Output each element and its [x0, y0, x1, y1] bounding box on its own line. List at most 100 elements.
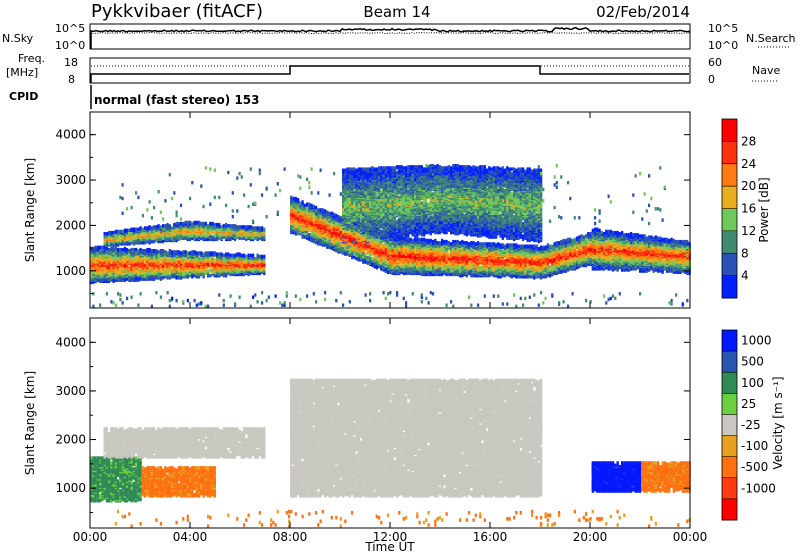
power-cell [113, 231, 115, 234]
power-cell [122, 230, 124, 233]
power-cell [113, 234, 115, 237]
power-cell [106, 241, 108, 244]
power-cell [99, 304, 101, 307]
power-cell [162, 249, 164, 252]
nave-tick-top: 60 [708, 56, 722, 69]
power-cell [137, 196, 139, 199]
power-cell [164, 224, 166, 227]
power-cell [126, 297, 128, 300]
power-cell [140, 226, 142, 229]
power-cell [169, 224, 171, 227]
freq-label-line2: [MHz] [6, 66, 38, 79]
cpid-text: normal (fast stereo) 153 [94, 93, 260, 107]
power-cell [173, 223, 175, 226]
power-cell [169, 299, 171, 302]
power-cell [158, 250, 160, 253]
power-cell [146, 208, 148, 211]
power-cell [146, 248, 148, 251]
freq-label-line1: Freq. [18, 52, 45, 65]
power-cell [117, 230, 119, 233]
power-cell [119, 230, 121, 233]
noise-sky-trace [90, 28, 690, 49]
radar-summary-plot: Pykkvibaer (fitACF) Beam 14 02/Feb/2014 … [0, 0, 800, 554]
nave-label: Nave [752, 64, 780, 77]
power-cell [155, 291, 157, 294]
power-cell [126, 255, 128, 258]
power-cell [126, 207, 128, 210]
power-cell [133, 248, 135, 251]
power-cell [169, 249, 171, 252]
power-cell [135, 276, 137, 279]
freq-tick-top: 18 [64, 56, 78, 69]
frequency-panel: Freq. [MHz] Nave 18 8 60 0 [6, 52, 780, 86]
power-cell [158, 224, 160, 227]
power-cell [122, 212, 124, 215]
power-cell [108, 231, 110, 234]
power-cell [140, 248, 142, 251]
power-cell [131, 228, 133, 231]
noise-search-trace [90, 33, 690, 34]
power-cell [162, 235, 164, 238]
power-cell [128, 249, 130, 252]
power-cell [164, 265, 166, 268]
beam-label: Beam 14 [363, 3, 430, 21]
power-cell [137, 256, 139, 259]
power-cell [164, 250, 166, 253]
power-cell [171, 250, 173, 253]
freq-tick-bottom: 8 [68, 73, 75, 86]
power-cell [115, 230, 117, 233]
power-cell [137, 304, 139, 307]
power-cell [106, 232, 108, 235]
power-cell [122, 301, 124, 304]
power-cell [151, 264, 153, 267]
power-cell [167, 291, 169, 294]
power-cell [151, 226, 153, 229]
power-cell [169, 173, 171, 176]
power-cell [171, 297, 173, 300]
power-cell [110, 266, 112, 269]
power-cell [135, 248, 137, 251]
power-cell [117, 292, 119, 295]
power-cell [106, 292, 108, 295]
power-cell [106, 247, 108, 250]
power-cell [119, 298, 121, 301]
power-cell [122, 267, 124, 270]
power-cell [169, 276, 171, 279]
power-cell [137, 239, 139, 242]
frequency-frame [90, 58, 690, 83]
power-cell [135, 191, 137, 194]
power-cell [171, 266, 173, 269]
power-cell [95, 246, 97, 249]
power-cell [173, 191, 175, 194]
power-cell [119, 196, 121, 199]
power-cell [104, 232, 106, 235]
noise-left-label: N.Sky [2, 32, 34, 45]
power-cell [142, 228, 144, 231]
power-cell [162, 217, 164, 220]
power-cell [167, 223, 169, 226]
power-cell [153, 249, 155, 252]
power-cell [113, 301, 115, 304]
power-cell [144, 249, 146, 252]
power-cell [149, 200, 151, 203]
noise-panel: N.Sky N.Search 10^5 10^0 10^5 10^0 [2, 22, 796, 52]
power-cell [128, 266, 130, 269]
date-label: 02/Feb/2014 [596, 3, 690, 21]
power-cell [101, 246, 103, 249]
power-cell [151, 249, 153, 252]
power-cell [160, 260, 162, 263]
noise-right-label: N.Search [746, 32, 796, 45]
power-cell [153, 225, 155, 228]
power-cell [158, 190, 160, 193]
power-cell [131, 239, 133, 242]
power-cell [155, 249, 157, 252]
power-cell [115, 247, 117, 250]
power-cell [142, 214, 144, 217]
power-cell [176, 299, 178, 302]
nave-tick-bottom: 0 [708, 73, 715, 86]
power-cell [153, 206, 155, 209]
power-cell [99, 246, 101, 249]
power-cell [124, 229, 126, 232]
power-cell [115, 304, 117, 307]
power-cell [128, 229, 130, 232]
